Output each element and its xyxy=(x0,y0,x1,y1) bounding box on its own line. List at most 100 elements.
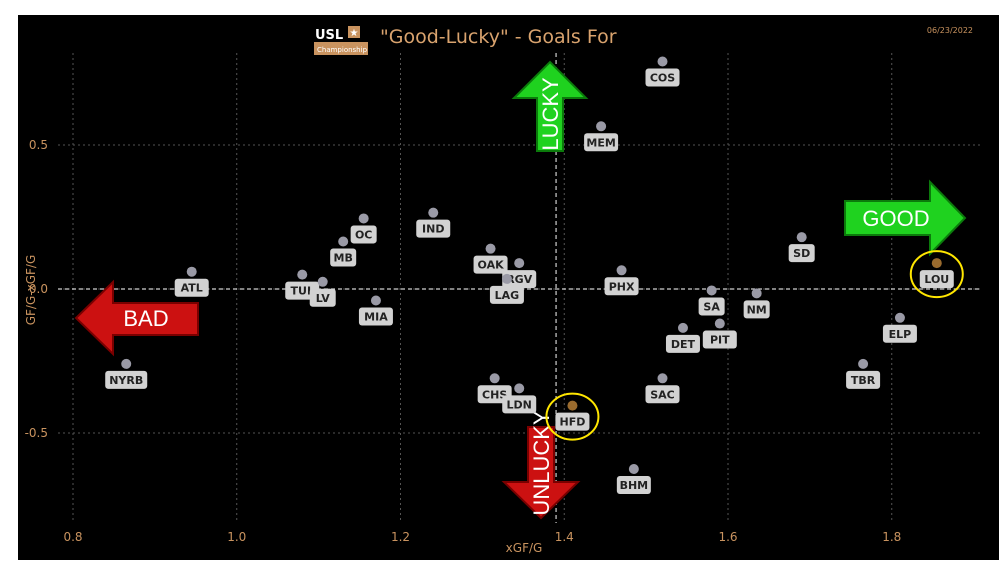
point-marker xyxy=(616,265,627,276)
point-marker xyxy=(677,322,688,333)
point-label-box xyxy=(174,278,209,297)
point-marker xyxy=(485,243,496,254)
highlight-ring-lou xyxy=(909,250,964,299)
point-marker xyxy=(428,207,439,218)
point-oak: OAK xyxy=(473,243,508,274)
point-label-box xyxy=(350,225,377,244)
bad-label: BAD xyxy=(123,306,168,331)
point-marker xyxy=(657,56,668,67)
point-marker xyxy=(657,373,668,384)
point-label: SD xyxy=(793,247,810,260)
point-det: DET xyxy=(665,322,700,353)
point-nyrb: NYRB xyxy=(105,358,148,389)
point-marker xyxy=(370,295,381,306)
point-label: BHM xyxy=(620,479,649,492)
chart-title: "Good-Lucky" - Goals For xyxy=(380,26,617,48)
point-marker xyxy=(358,213,369,224)
good-arrow: GOOD xyxy=(844,179,967,257)
point-label-box xyxy=(882,324,917,343)
point-label: SA xyxy=(703,300,720,313)
x-axis-label: xGF/G xyxy=(506,541,543,555)
point-label-box xyxy=(555,412,590,431)
point-marker xyxy=(628,464,639,474)
axis-ticks: 0.8 1.0 1.2 1.4 1.6 1.8 -0.5 0.0 0.5 xyxy=(25,138,902,544)
point-tbr: TBR xyxy=(846,358,881,389)
point-label: CHS xyxy=(482,388,507,401)
point-nm: NM xyxy=(743,288,770,319)
x-tick-label: 1.2 xyxy=(391,530,410,544)
x-tick-label: 1.6 xyxy=(718,530,737,544)
point-bhm: BHM xyxy=(616,464,651,494)
point-marker xyxy=(596,121,607,132)
point-label-box xyxy=(665,334,700,353)
point-label-box xyxy=(473,255,508,274)
point-label-box xyxy=(584,133,619,152)
logo-subtext: Championship xyxy=(317,46,368,54)
y-tick-label: 0.5 xyxy=(29,138,48,152)
usl-championship-logo: USL ★ Championship xyxy=(314,23,368,55)
point-label-box xyxy=(105,370,148,389)
point-marker xyxy=(514,258,525,269)
bad-arrow: BAD xyxy=(74,279,199,357)
point-tul: TUL xyxy=(285,269,320,300)
point-label: HFD xyxy=(560,416,586,429)
point-label-box xyxy=(702,330,737,349)
point-rgv: RGV xyxy=(502,258,537,289)
point-label: RGV xyxy=(506,273,532,286)
point-label: MB xyxy=(334,251,353,264)
point-label: ATL xyxy=(181,282,203,295)
chart-date: 06/23/2022 xyxy=(927,26,973,35)
x-tick-label: 1.4 xyxy=(555,530,574,544)
point-marker xyxy=(297,269,308,280)
y-tick-label: 0.0 xyxy=(29,282,48,296)
point-marker xyxy=(931,258,942,269)
point-marker xyxy=(186,266,197,277)
point-label-box xyxy=(604,277,639,296)
lucky-arrow: LUCKY xyxy=(511,60,589,152)
point-label-box xyxy=(616,476,651,494)
point-sd: SD xyxy=(788,232,815,263)
point-label: NM xyxy=(747,303,767,316)
point-marker xyxy=(706,285,717,296)
x-tick-label: 0.8 xyxy=(63,530,82,544)
point-atl: ATL xyxy=(174,266,209,297)
point-lag: LAG xyxy=(489,273,524,304)
point-label-box xyxy=(645,385,680,404)
point-label: OAK xyxy=(478,259,505,272)
point-sa: SA xyxy=(698,285,725,316)
y-tick-label: -0.5 xyxy=(25,426,48,440)
point-mem: MEM xyxy=(584,121,619,152)
highlight-ring-hfd xyxy=(545,392,600,441)
point-label-box xyxy=(358,307,393,326)
point-label: MIA xyxy=(364,311,388,324)
point-ldn: LDN xyxy=(502,383,537,414)
point-label-box xyxy=(330,248,357,267)
point-marker xyxy=(514,383,525,394)
unlucky-label: UNLUCKY xyxy=(529,410,554,515)
point-hfd: HFD xyxy=(555,400,590,431)
y-axis-label: GF/G-xGF/G xyxy=(24,255,38,326)
point-label-box xyxy=(788,244,815,263)
point-mia: MIA xyxy=(358,295,393,326)
point-label: COS xyxy=(650,71,675,84)
highlight-rings xyxy=(545,250,964,441)
point-elp: ELP xyxy=(882,312,917,343)
point-marker xyxy=(751,288,762,299)
good-lucky-scatter-chart: 0.8 1.0 1.2 1.4 1.6 1.8 -0.5 0.0 0.5 USL ★ Champ… xyxy=(24,23,981,555)
point-cos: COS xyxy=(645,56,680,87)
point-label: SAC xyxy=(650,388,675,401)
point-label: LDN xyxy=(507,398,532,411)
point-label: PIT xyxy=(710,334,730,347)
point-marker xyxy=(338,236,349,247)
point-label: ELP xyxy=(889,328,912,341)
point-label-box xyxy=(502,395,537,414)
star-icon: ★ xyxy=(350,28,359,39)
point-label: LOU xyxy=(924,273,949,286)
point-label: IND xyxy=(422,223,444,236)
point-marker xyxy=(796,232,807,243)
point-label-box xyxy=(416,219,451,238)
logo-text: USL xyxy=(315,28,343,43)
good-label: GOOD xyxy=(862,206,929,231)
point-label: TUL xyxy=(291,285,314,298)
